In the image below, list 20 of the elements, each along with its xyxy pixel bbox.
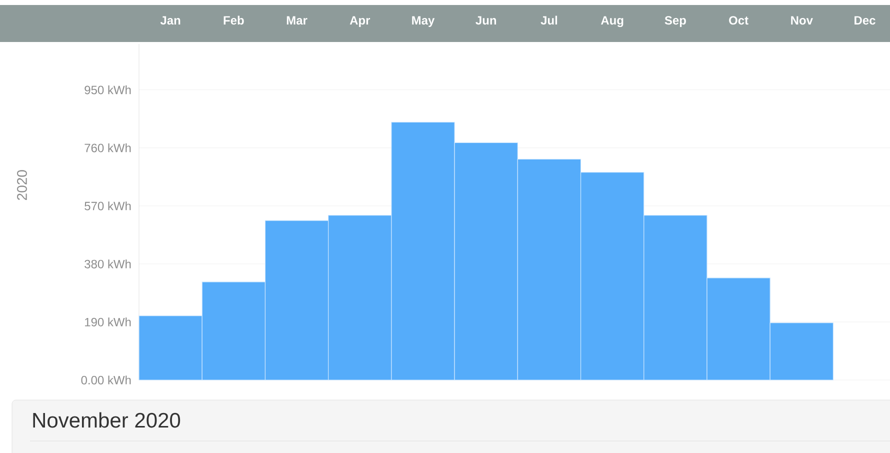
- y-tick-label: 0.00 kWh: [81, 376, 131, 384]
- y-tick-label: 570 kWh: [84, 201, 131, 210]
- y-tick-label: 760 kWh: [84, 143, 131, 152]
- y-axis-title: 2020: [17, 170, 27, 200]
- x-tick-label: Oct: [729, 16, 748, 25]
- x-tick-label: Aug: [600, 16, 624, 28]
- x-tick-label: Jan: [160, 16, 180, 25]
- y-tick-label: 950 kWh: [84, 85, 131, 94]
- x-tick-label: Apr: [350, 16, 370, 27]
- x-tick-label: Nov: [791, 16, 813, 25]
- x-tick-label: Sep: [664, 16, 686, 27]
- x-tick-label: Jun: [476, 16, 496, 25]
- y-tick-label: 380 kWh: [84, 260, 131, 268]
- x-tick-label: Mar: [286, 16, 308, 25]
- x-tick-label: May: [412, 16, 435, 27]
- x-tick-label: Jul: [540, 16, 558, 25]
- x-tick-label: Feb: [224, 16, 244, 25]
- text: November 2020: [33, 412, 180, 428]
- y-tick-label: 190 kWh: [85, 318, 131, 326]
- x-tick-label: Dec: [854, 16, 876, 25]
